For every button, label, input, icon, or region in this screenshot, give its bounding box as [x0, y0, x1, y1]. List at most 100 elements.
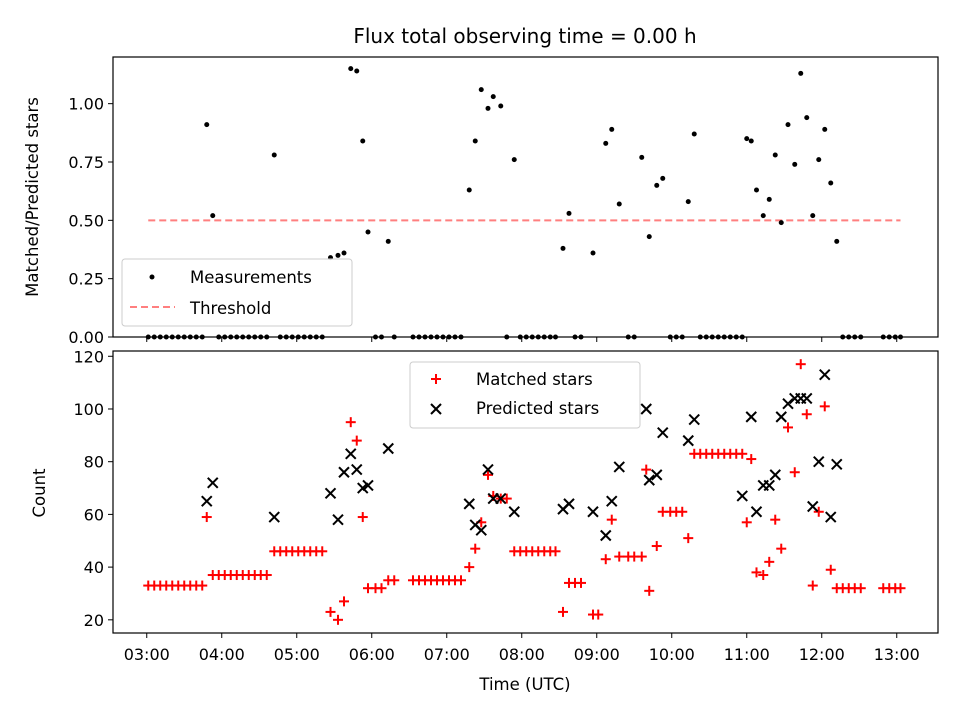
matched-star-point: [456, 575, 466, 586]
predicted-star-point: [606, 495, 618, 507]
predicted-star-point: [775, 411, 787, 423]
legend-measurements-marker: [149, 274, 155, 280]
matched-star-point: [813, 506, 824, 517]
matched-star-point: [483, 469, 493, 480]
predicted-star-point: [351, 463, 363, 476]
legend-matched-marker: [431, 374, 441, 384]
measurement-point: [685, 199, 691, 205]
predicted-star-point: [362, 479, 374, 492]
measurement-point: [760, 213, 766, 219]
matched-star-point: [614, 551, 625, 562]
x-tick-label: 11:00: [724, 645, 770, 664]
x-tick-label: 12:00: [799, 645, 845, 664]
measurement-point: [804, 115, 810, 121]
matched-star-point: [825, 564, 836, 575]
predicted-star-point: [831, 458, 843, 471]
measurement-point: [210, 213, 216, 219]
predicted-star-point: [587, 506, 599, 518]
measurement-point: [365, 229, 371, 235]
predicted-star-point: [750, 506, 763, 518]
matched-star-point: [737, 448, 748, 459]
matched-star-point: [333, 614, 343, 625]
predicted-star-point: [763, 479, 775, 492]
predicted-star-point: [508, 506, 520, 518]
top-y-tick-label: 0.75: [68, 153, 104, 172]
predicted-star-point: [495, 492, 507, 505]
measurement-point: [798, 70, 804, 76]
bottom-y-tick-label: 40: [84, 558, 104, 577]
matched-star-point: [770, 514, 781, 525]
matched-star-point: [636, 551, 647, 562]
matched-star-point: [558, 606, 568, 617]
figure-title: Flux total observing time = 0.00 h: [353, 24, 696, 48]
matched-star-point: [801, 409, 812, 420]
measurement-point: [754, 187, 759, 193]
legend-measurements-label: Measurements: [190, 268, 312, 287]
matched-star-point: [789, 467, 800, 478]
measurement-point: [603, 140, 609, 146]
matched-star-point: [376, 583, 387, 594]
x-axis-label: Time (UTC): [478, 675, 570, 694]
matched-star-point: [751, 567, 762, 578]
x-tick-label: 08:00: [499, 645, 545, 664]
measurement-point: [766, 196, 772, 202]
measurement-point: [335, 252, 341, 258]
matched-star-point: [470, 543, 481, 554]
matched-star-point: [683, 533, 694, 544]
top-legend: Measurements Threshold: [121, 258, 353, 327]
predicted-star-point: [819, 369, 831, 381]
predicted-star-point: [613, 461, 625, 473]
measurement-point: [660, 175, 666, 181]
matched-star-point: [464, 562, 475, 573]
matched-star-point: [819, 401, 830, 412]
measurement-point: [354, 68, 360, 74]
matched-star-point: [895, 583, 906, 594]
matched-star-point: [644, 585, 655, 596]
measurement-point: [792, 161, 798, 167]
predicted-star-point: [324, 487, 337, 500]
measurement-point: [748, 138, 754, 144]
predicted-star-point: [482, 463, 494, 476]
legend-predicted-marker: [430, 403, 442, 415]
x-tick-label: 07:00: [424, 645, 470, 664]
predicted-star-point: [682, 434, 694, 447]
predicted-star-point: [807, 500, 819, 513]
top-y-axis-label: Matched/Predicted stars: [23, 97, 42, 297]
matched-star-point: [345, 417, 356, 428]
measurement-point: [485, 105, 491, 111]
x-tick-label: 10:00: [649, 645, 695, 664]
predicted-star-point: [338, 466, 350, 478]
matched-star-point: [651, 541, 662, 552]
measurement-point: [511, 157, 517, 163]
top-y-tick-label: 0.00: [68, 328, 104, 347]
measurement-point: [616, 201, 622, 207]
x-tick-label: 13:00: [874, 645, 920, 664]
measurement-point: [472, 138, 478, 144]
matched-star-point: [677, 506, 688, 517]
measurement-point: [204, 122, 210, 128]
matched-star-point: [197, 580, 208, 591]
predicted-star-point: [600, 529, 612, 542]
matched-star-point: [325, 606, 336, 617]
matched-star-point: [593, 609, 604, 620]
predicted-star-point: [825, 511, 837, 523]
measurement-point: [822, 126, 828, 132]
x-tick-label: 09:00: [574, 645, 620, 664]
matched-star-point: [776, 543, 787, 554]
measurement-point: [639, 154, 645, 160]
measurement-point: [348, 66, 354, 72]
matched-star-point: [576, 577, 586, 588]
x-tick-label: 04:00: [199, 645, 245, 664]
measurement-point: [772, 152, 778, 158]
predicted-star-point: [332, 513, 344, 526]
matched-star-point: [758, 570, 769, 581]
predicted-star-point: [382, 442, 394, 455]
matched-star-point: [783, 422, 793, 433]
bottom-y-tick-label: 80: [84, 453, 104, 472]
bottom-y-axis-label: Count: [30, 468, 49, 518]
predicted-star-point: [268, 511, 280, 523]
top-y-tick-label: 0.50: [68, 211, 104, 230]
measurement-point: [271, 152, 277, 158]
measurement-point: [498, 103, 504, 109]
measurement-point: [828, 180, 834, 186]
